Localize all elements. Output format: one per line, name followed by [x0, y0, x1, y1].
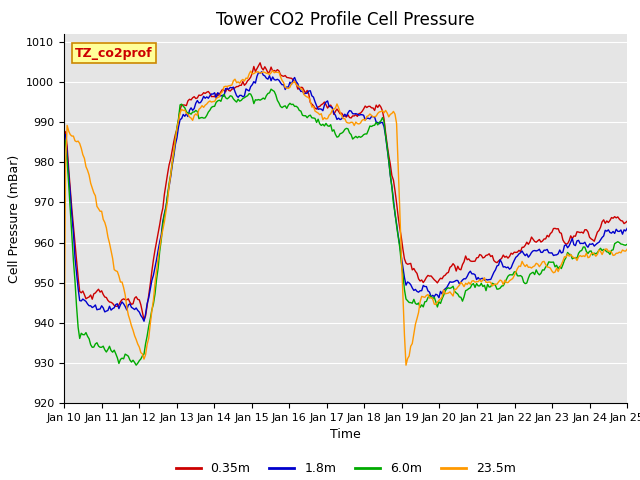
Text: TZ_co2prof: TZ_co2prof [76, 47, 153, 60]
Legend: 0.35m, 1.8m, 6.0m, 23.5m: 0.35m, 1.8m, 6.0m, 23.5m [170, 457, 521, 480]
Title: Tower CO2 Profile Cell Pressure: Tower CO2 Profile Cell Pressure [216, 11, 475, 29]
Y-axis label: Cell Pressure (mBar): Cell Pressure (mBar) [8, 154, 20, 283]
X-axis label: Time: Time [330, 429, 361, 442]
